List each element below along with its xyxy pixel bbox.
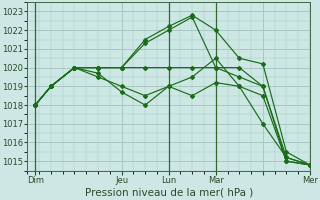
X-axis label: Pression niveau de la mer( hPa ): Pression niveau de la mer( hPa ) xyxy=(84,188,253,198)
